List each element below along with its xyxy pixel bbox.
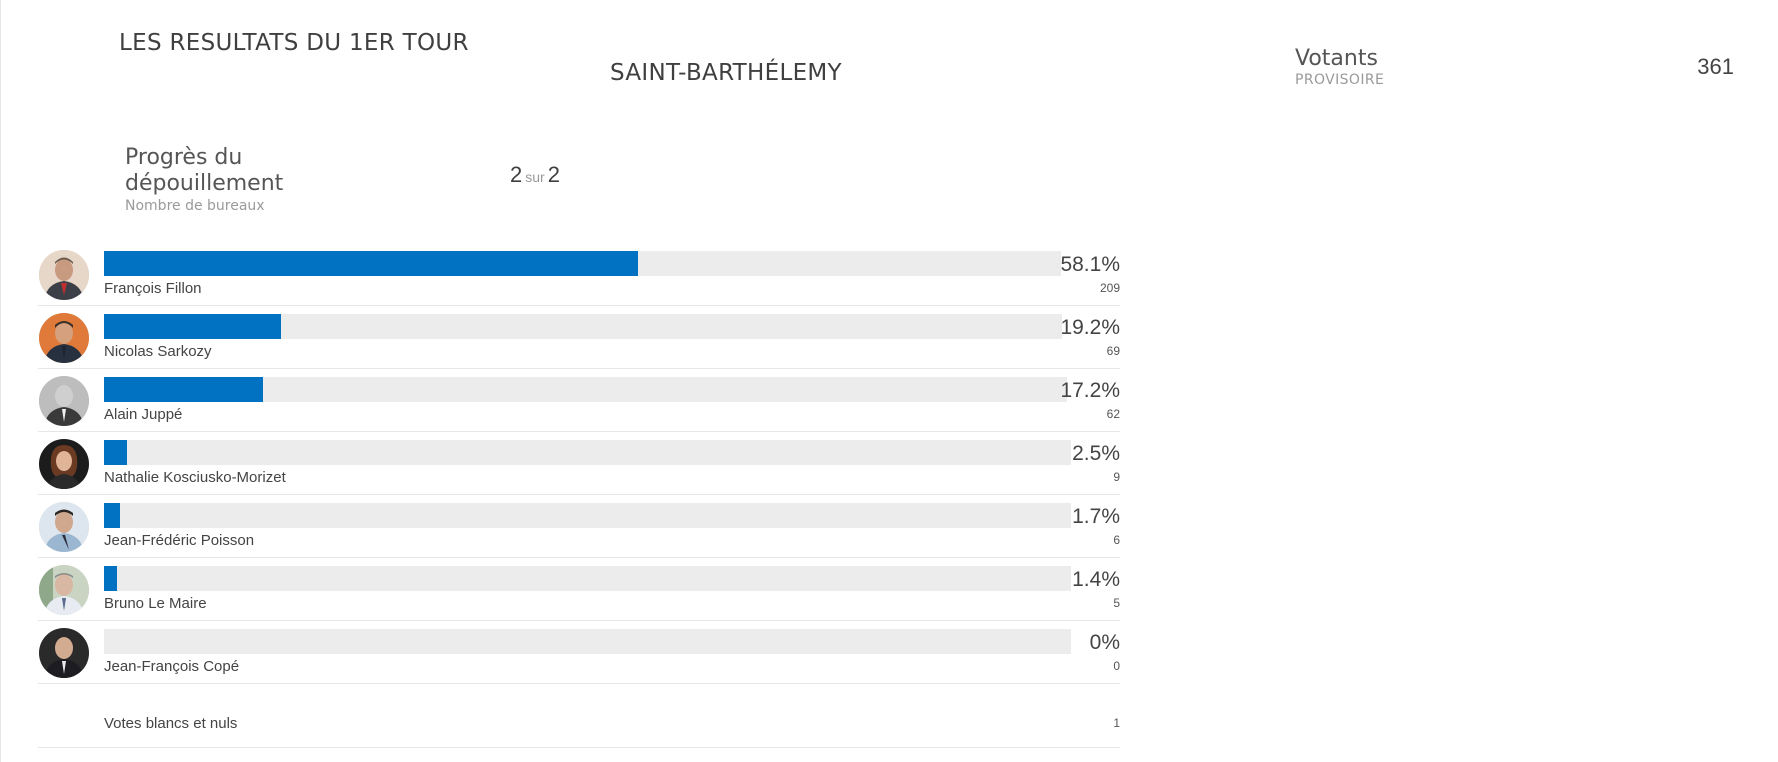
- candidate-row: Jean-Frédéric Poisson 1.7% 6: [38, 495, 1120, 558]
- candidate-votes: 69: [1106, 344, 1120, 358]
- vote-bar-fill: [104, 251, 638, 276]
- candidate-avatar: [39, 628, 89, 678]
- vote-bar-fill: [104, 566, 117, 591]
- candidate-avatar: [39, 565, 89, 615]
- candidate-name: Jean-Frédéric Poisson: [104, 532, 255, 549]
- candidate-votes: 5: [1113, 596, 1120, 610]
- progress-separator: sur: [525, 169, 545, 185]
- blank-votes-count: 1: [1113, 716, 1120, 730]
- vote-bar-track: [104, 503, 1071, 528]
- progress-label: Progrès du dépouillement: [125, 145, 284, 196]
- commune-name: SAINT-BARTHÉLEMY: [610, 60, 842, 86]
- candidate-votes: 0: [1113, 659, 1120, 673]
- candidate-votes: 6: [1113, 533, 1120, 547]
- candidate-row: Alain Juppé 17.2% 62: [38, 369, 1120, 432]
- progress-total: 2: [547, 162, 560, 187]
- candidate-avatar: [39, 250, 89, 300]
- vote-bar-track: [104, 377, 1067, 402]
- candidate-avatar: [39, 376, 89, 426]
- candidate-row: Nathalie Kosciusko-Morizet 2.5% 9: [38, 432, 1120, 495]
- voters-status: PROVISOIRE: [1295, 72, 1385, 88]
- candidate-name: Alain Juppé: [104, 406, 183, 423]
- progress-done: 2: [510, 162, 523, 187]
- blank-votes-label: Votes blancs et nuls: [104, 715, 238, 732]
- candidate-name: Nicolas Sarkozy: [104, 343, 212, 360]
- candidate-avatar: [39, 313, 89, 363]
- candidate-avatar: [39, 502, 89, 552]
- vote-bar-track: [104, 440, 1071, 465]
- vote-bar-track: [104, 251, 1061, 276]
- candidate-percentage: 2.5%: [1072, 442, 1120, 465]
- vote-bar-track: [104, 566, 1071, 591]
- candidate-percentage: 19.2%: [1060, 316, 1120, 339]
- voters-label: Votants: [1295, 46, 1378, 71]
- candidate-percentage: 1.7%: [1072, 505, 1120, 528]
- voters-count: 361: [1697, 54, 1734, 79]
- candidate-name: Jean-François Copé: [104, 658, 240, 675]
- vote-bar-fill: [104, 377, 263, 402]
- candidate-name: Nathalie Kosciusko-Morizet: [104, 469, 286, 486]
- candidate-row: Jean-François Copé 0% 0: [38, 621, 1120, 684]
- candidate-percentage: 58.1%: [1060, 253, 1120, 276]
- results-list: François Fillon 58.1% 209 Nicolas Sarkoz…: [38, 243, 1120, 748]
- candidate-name: Bruno Le Maire: [104, 595, 207, 612]
- blank-votes-row: Votes blancs et nuls 1: [38, 684, 1120, 748]
- vote-bar-track: [104, 314, 1062, 339]
- progress-count: 2 sur 2: [510, 162, 560, 188]
- page-title: LES RESULTATS DU 1ER TOUR: [119, 30, 469, 56]
- left-border: [0, 0, 1, 762]
- candidate-percentage: 17.2%: [1060, 379, 1120, 402]
- candidate-avatar: [39, 439, 89, 489]
- vote-bar-fill: [104, 503, 120, 528]
- vote-bar-fill: [104, 440, 127, 465]
- candidate-percentage: 1.4%: [1072, 568, 1120, 591]
- candidate-row: François Fillon 58.1% 209: [38, 243, 1120, 306]
- candidate-row: Bruno Le Maire 1.4% 5: [38, 558, 1120, 621]
- candidate-votes: 9: [1113, 470, 1120, 484]
- candidate-name: François Fillon: [104, 280, 202, 297]
- vote-bar-track: [104, 629, 1071, 654]
- candidate-row: Nicolas Sarkozy 19.2% 69: [38, 306, 1120, 369]
- candidate-votes: 62: [1106, 407, 1120, 421]
- progress-sublabel: Nombre de bureaux: [125, 198, 265, 214]
- candidate-votes: 209: [1099, 281, 1120, 295]
- vote-bar-fill: [104, 314, 281, 339]
- candidate-percentage: 0%: [1089, 631, 1120, 654]
